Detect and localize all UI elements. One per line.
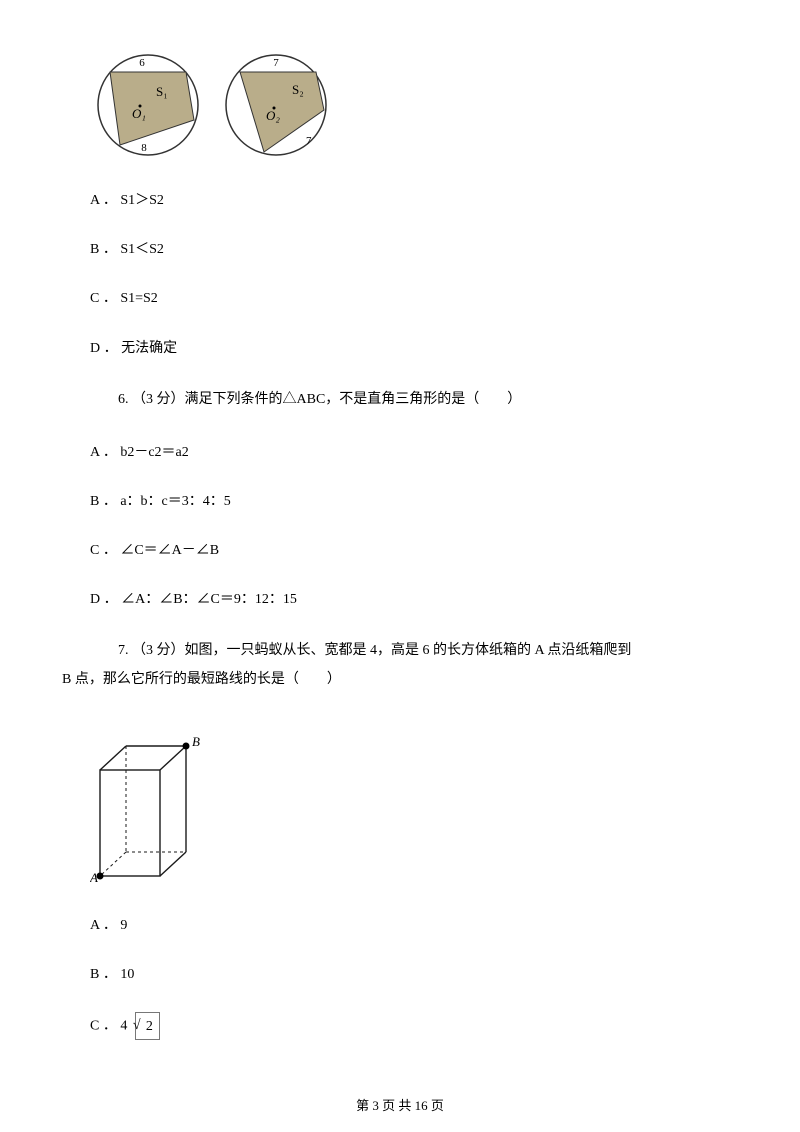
page-footer: 第 3 页 共 16 页 — [0, 1095, 800, 1114]
cuboid-label-a: A — [90, 870, 98, 885]
figure-cuboid: A B — [90, 716, 710, 891]
q6-option-d: D ． ∠A：∠B：∠C＝9：12：15 — [90, 587, 710, 612]
circle1-center-label: O₁ — [132, 106, 146, 121]
cuboid-label-b: B — [192, 734, 200, 749]
circle1-top-label: 6 — [139, 57, 145, 69]
circle-figure-1: 6 O₁ S₁ 8 — [90, 50, 206, 160]
page-content: 6 O₁ S₁ 8 7 O₂ S₂ 7 A ． S1＞S2 B ． S1＜S2 … — [0, 0, 800, 1040]
q5-option-b: B ． S1＜S2 — [90, 237, 710, 262]
q7-option-c-prefix: C ． 4 — [90, 1018, 127, 1033]
q7-stem-2: B 点，那么它所行的最短路线的长是（ ） — [62, 667, 710, 692]
circle1-bottom-label: 8 — [141, 142, 147, 154]
figure-circles: 6 O₁ S₁ 8 7 O₂ S₂ 7 — [90, 50, 710, 160]
q6-option-a: A ． b2－c2＝a2 — [90, 440, 710, 465]
circle2-s-label: S₂ — [292, 82, 304, 97]
q7-option-c: C ． 4 2 — [90, 1012, 710, 1040]
circle2-bottom-label: 7 — [306, 135, 312, 147]
q5-option-d: D ． 无法确定 — [90, 336, 710, 361]
q6-option-b: B ． a：b：c＝3：4：5 — [90, 489, 710, 514]
q7-option-b: B ． 10 — [90, 962, 710, 987]
q5-option-c: C ． S1=S2 — [90, 286, 710, 311]
q5-option-a: A ． S1＞S2 — [90, 188, 710, 213]
circle2-center-label: O₂ — [266, 108, 280, 123]
sqrt-icon: 2 — [135, 1012, 160, 1040]
circle1-s-label: S₁ — [156, 84, 168, 99]
q6-option-c: C ． ∠C＝∠A－∠B — [90, 538, 710, 563]
q7-option-a: A ． 9 — [90, 913, 710, 938]
q6-stem: 6. （3 分）满足下列条件的△ABC，不是直角三角形的是（ ） — [90, 385, 710, 416]
circle2-top-label: 7 — [273, 57, 279, 69]
q7-c-root: 2 — [146, 1019, 153, 1034]
q7-stem-1: 7. （3 分）如图，一只蚂蚁从长、宽都是 4，高是 6 的长方体纸箱的 A 点… — [90, 636, 710, 667]
circle-figure-2: 7 O₂ S₂ 7 — [218, 50, 334, 160]
